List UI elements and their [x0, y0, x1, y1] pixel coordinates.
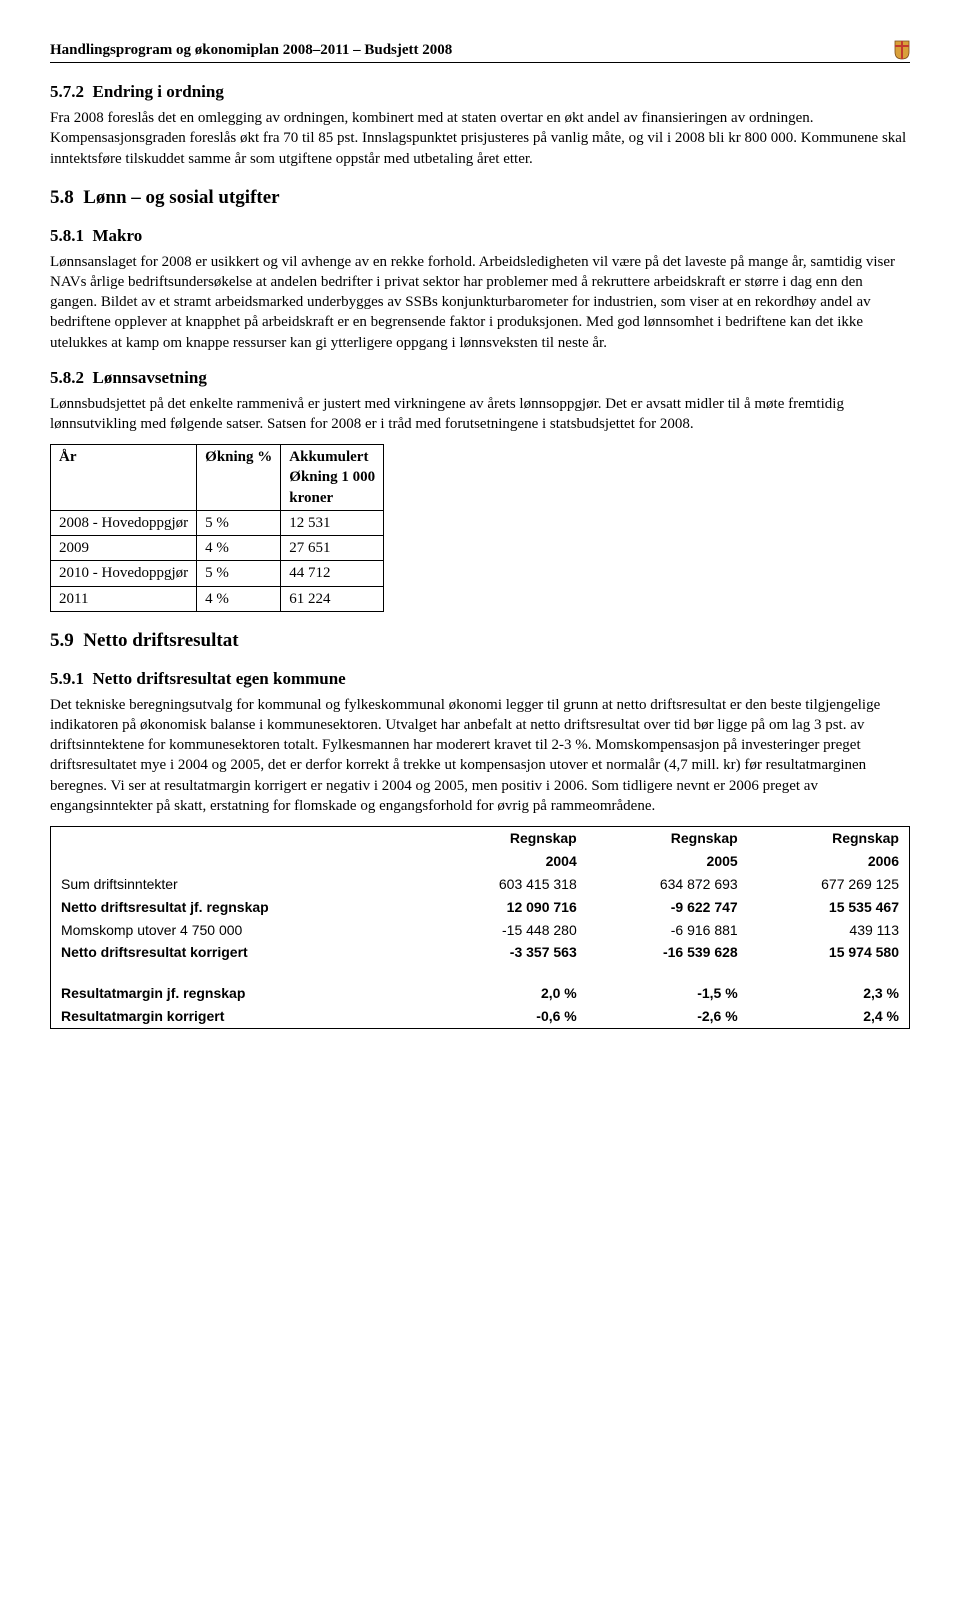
fin-head-row1: Regnskap Regnskap Regnskap: [51, 827, 910, 850]
p-5-7-2: Fra 2008 foreslås det en omlegging av or…: [50, 108, 910, 169]
col-pct: Økning %: [197, 445, 281, 511]
sec-num: 5.9: [50, 630, 74, 651]
wage-table: År Økning % Akkumulert Økning 1 000 kron…: [50, 444, 384, 612]
table-row: Netto driftsresultat jf. regnskap 12 090…: [51, 896, 910, 919]
fin-head-row2: 2004 2005 2006: [51, 850, 910, 873]
heading-5-8: 5.8 Lønn – og sosial utgifter: [50, 185, 910, 211]
col-acc: Akkumulert Økning 1 000 kroner: [281, 445, 384, 511]
shield-icon: [894, 40, 910, 60]
table-header-row: År Økning % Akkumulert Økning 1 000 kron…: [51, 445, 384, 511]
heading-5-9: 5.9 Netto driftsresultat: [50, 628, 910, 654]
sec-title: Makro: [93, 226, 143, 245]
table-row: Resultatmargin korrigert -0,6 % -2,6 % 2…: [51, 1005, 910, 1028]
table-row: 2008 - Hovedoppgjør 5 % 12 531: [51, 510, 384, 535]
heading-5-9-1: 5.9.1 Netto driftsresultat egen kommune: [50, 668, 910, 691]
page-header: Handlingsprogram og økonomiplan 2008–201…: [50, 40, 910, 63]
col-year: År: [51, 445, 197, 511]
sec-num: 5.8.2: [50, 368, 84, 387]
table-row: 2011 4 % 61 224: [51, 586, 384, 611]
p-5-8-2: Lønnsbudsjettet på det enkelte rammenivå…: [50, 394, 910, 435]
table-row: Resultatmargin jf. regnskap 2,0 % -1,5 %…: [51, 982, 910, 1005]
p-5-9-1: Det tekniske beregningsutvalg for kommun…: [50, 695, 910, 817]
table-row: Netto driftsresultat korrigert -3 357 56…: [51, 941, 910, 964]
table-row: Momskomp utover 4 750 000 -15 448 280 -6…: [51, 919, 910, 942]
table-row: 2009 4 % 27 651: [51, 536, 384, 561]
p-5-8-1: Lønnsanslaget for 2008 er usikkert og vi…: [50, 252, 910, 353]
fin-table: Regnskap Regnskap Regnskap 2004 2005 200…: [50, 826, 910, 1029]
sec-title: Endring i ordning: [93, 82, 224, 101]
sec-title: Lønn – og sosial utgifter: [83, 187, 279, 208]
sec-title: Netto driftsresultat egen kommune: [93, 669, 346, 688]
sec-num: 5.7.2: [50, 82, 84, 101]
table-row: 2010 - Hovedoppgjør 5 % 44 712: [51, 561, 384, 586]
sec-num: 5.8.1: [50, 226, 84, 245]
sec-num: 5.9.1: [50, 669, 84, 688]
sec-num: 5.8: [50, 187, 74, 208]
heading-5-8-1: 5.8.1 Makro: [50, 225, 910, 248]
heading-5-8-2: 5.8.2 Lønnsavsetning: [50, 367, 910, 390]
sec-title: Lønnsavsetning: [93, 368, 207, 387]
header-title: Handlingsprogram og økonomiplan 2008–201…: [50, 40, 452, 60]
table-row: Sum driftsinntekter 603 415 318 634 872 …: [51, 873, 910, 896]
heading-5-7-2: 5.7.2 Endring i ordning: [50, 81, 910, 104]
spacer: [51, 964, 910, 982]
sec-title: Netto driftsresultat: [83, 630, 238, 651]
